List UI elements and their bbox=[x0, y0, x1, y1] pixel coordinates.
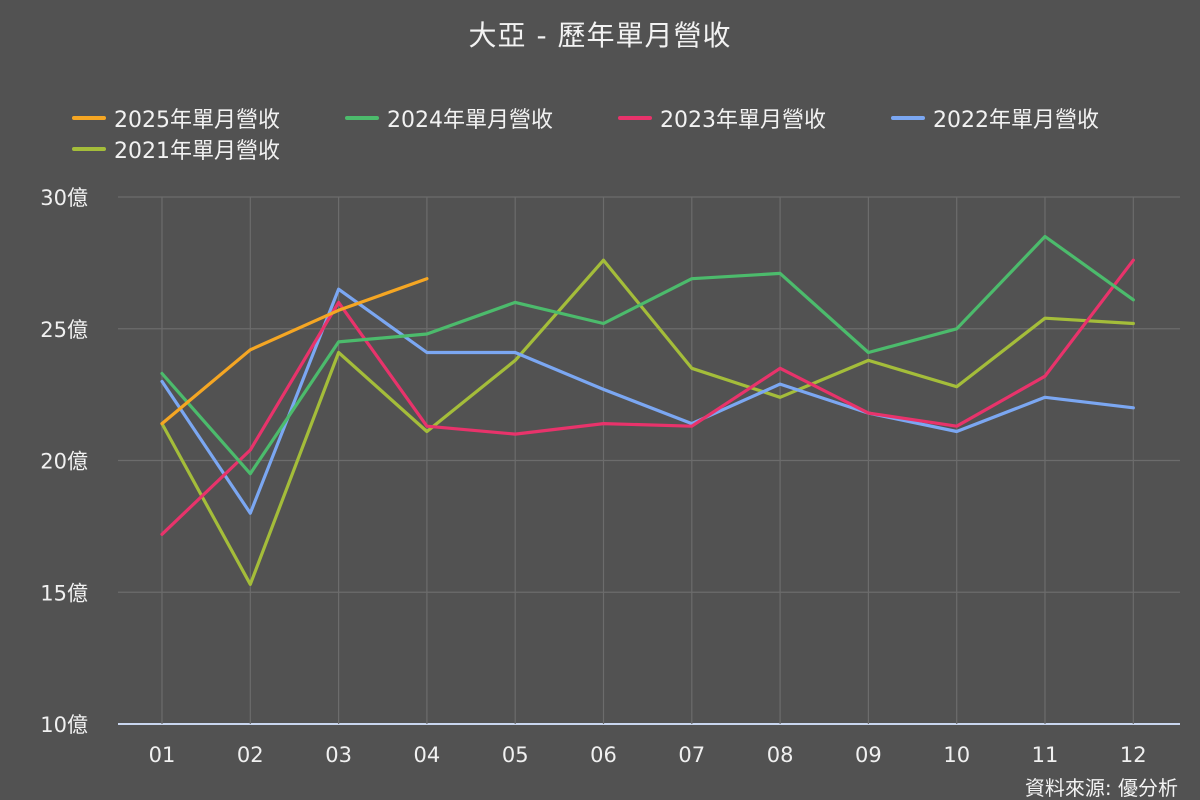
x-tick-label: 01 bbox=[149, 743, 176, 767]
legend-item-2024[interactable]: 2024年單月營收 bbox=[345, 103, 553, 133]
x-tick-label: 09 bbox=[855, 743, 882, 767]
legend-label-2025: 2025年單月營收 bbox=[114, 108, 280, 133]
legend-swatch-2023 bbox=[618, 116, 652, 120]
legend-label-2024: 2024年單月營收 bbox=[387, 108, 553, 133]
legend-item-2023[interactable]: 2023年單月營收 bbox=[618, 103, 826, 133]
y-tick-label: 20億 bbox=[40, 450, 88, 474]
legend-item-2021[interactable]: 2021年單月營收 bbox=[72, 134, 280, 164]
series-line-2025 bbox=[160, 277, 429, 426]
x-tick-label: 08 bbox=[767, 743, 794, 767]
y-tick-label: 25億 bbox=[40, 318, 88, 342]
x-tick-label: 06 bbox=[590, 743, 617, 767]
x-tick-label: 07 bbox=[678, 743, 705, 767]
legend-label-2021: 2021年單月營收 bbox=[114, 139, 280, 164]
y-tick-label: 15億 bbox=[40, 581, 88, 605]
legend-swatch-2022 bbox=[891, 116, 925, 120]
legend-swatch-2024 bbox=[345, 116, 379, 120]
y-tick-label: 30億 bbox=[40, 186, 88, 210]
y-tick-label: 10億 bbox=[40, 713, 88, 737]
legend-item-2022[interactable]: 2022年單月營收 bbox=[891, 103, 1099, 133]
x-tick-label: 04 bbox=[414, 743, 441, 767]
legend-swatch-2021 bbox=[72, 147, 106, 151]
x-tick-label: 02 bbox=[237, 743, 264, 767]
x-tick-label: 05 bbox=[502, 743, 529, 767]
x-tick-label: 10 bbox=[943, 743, 970, 767]
source-note: 資料來源: 優分析 bbox=[1024, 776, 1178, 800]
chart-title: 大亞 - 歷年單月營收 bbox=[468, 19, 732, 52]
series-line-2021 bbox=[160, 258, 1135, 586]
x-tick-label: 11 bbox=[1032, 743, 1059, 767]
legend-item-2025[interactable]: 2025年單月營收 bbox=[72, 103, 280, 133]
x-tick-label: 12 bbox=[1120, 743, 1147, 767]
series-line-2023 bbox=[160, 258, 1135, 536]
x-tick-label: 03 bbox=[325, 743, 352, 767]
legend-swatch-2025 bbox=[72, 116, 106, 120]
series-line-2024 bbox=[160, 234, 1135, 476]
legend-label-2023: 2023年單月營收 bbox=[660, 108, 826, 133]
legend-label-2022: 2022年單月營收 bbox=[933, 108, 1099, 133]
